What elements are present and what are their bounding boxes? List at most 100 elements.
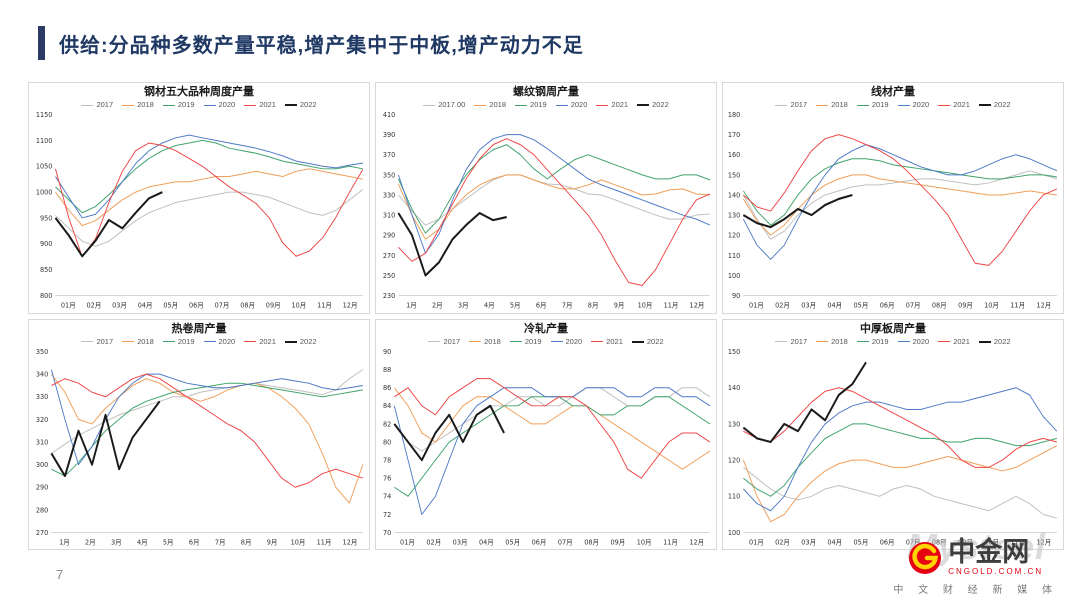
x-axis-tick-label: 11月 <box>1010 538 1025 546</box>
legend-item-2018: 2018 <box>816 100 848 109</box>
legend-swatch <box>856 341 869 343</box>
x-axis-tick-label: 05月 <box>163 302 178 310</box>
chart-panel-hot-rolled-coil: 热卷周产量 2017 2018 2019 2020 2021 2022 270 280 290… <box>28 318 370 550</box>
legend-label: 2017 <box>443 336 461 346</box>
y-axis-tick-label: 70 <box>383 529 391 537</box>
legend-item-2019: 2019 <box>856 336 889 346</box>
line-chart-canvas: 100 110 120 130 140 150 01月 02月 03月 04月 05月 06月 07月 0… <box>728 348 1058 547</box>
legend-item-2020: 2020 <box>203 336 236 346</box>
series-line-2020 <box>397 134 711 255</box>
x-axis-tick-label: 02月 <box>775 538 790 546</box>
x-axis-tick-label: 04月 <box>827 538 842 546</box>
y-axis-tick-label: 74 <box>383 492 391 500</box>
legend-label: 2022 <box>993 100 1011 110</box>
x-axis-tick-label: 06月 <box>189 302 204 310</box>
legend-item-2020: 2020 <box>897 337 929 346</box>
y-axis-tick-label: 170 <box>728 131 740 139</box>
legend-label: 2021 <box>259 336 276 346</box>
series-line-2022 <box>54 191 163 258</box>
legend-item-2021: 2021 <box>244 100 276 109</box>
y-axis-tick-label: 800 <box>40 292 52 300</box>
y-axis-tick-label: 270 <box>36 529 48 537</box>
x-axis-tick-label: 07月 <box>906 302 921 310</box>
legend-label: 2020 <box>570 100 588 110</box>
x-axis-tick-label: 1月 <box>406 302 417 310</box>
legend-label: 2020 <box>218 336 236 346</box>
line-chart-canvas: 70 72 74 76 78 80 82 84 86 88 90 01月 02月 03月 04月 05月 06月… <box>383 348 711 547</box>
cngold-logo: 中金网 CNGOLD.COM.CN 中 文 财 经 新 媒 体 <box>893 537 1058 597</box>
x-axis-tick-label: 10月 <box>291 302 306 310</box>
cngold-logo-icon <box>909 541 942 574</box>
series-line-2019 <box>743 423 1058 497</box>
x-axis-tick-label: 10月 <box>291 538 306 546</box>
legend-swatch <box>244 341 257 343</box>
series-line-2021 <box>51 373 364 488</box>
y-axis-tick-label: 110 <box>728 252 740 260</box>
legend-item-2017: 2017 <box>428 336 461 346</box>
legend-item-2017: 2017.00 <box>423 100 465 109</box>
y-axis-tick-label: 100 <box>728 272 740 280</box>
legend-item-2021: 2021 <box>591 337 623 346</box>
x-axis-tick-label: 06月 <box>532 538 547 546</box>
x-axis-tick-label: 05月 <box>505 538 520 546</box>
legend-swatch <box>81 341 94 343</box>
y-axis-tick-label: 950 <box>40 215 52 223</box>
x-axis-tick-label: 9月 <box>614 302 625 310</box>
y-axis-tick-label: 340 <box>36 370 48 378</box>
brand-name: 中金网 <box>948 537 1030 567</box>
legend-swatch <box>897 341 910 343</box>
x-axis-tick-label: 10月 <box>638 302 653 310</box>
brand-url: CNGOLD.COM.CN <box>948 567 1044 576</box>
y-axis-tick-label: 350 <box>383 172 395 180</box>
y-axis-tick-label: 850 <box>40 266 52 274</box>
legend-swatch <box>474 104 487 106</box>
legend-item-2018: 2018 <box>816 337 848 346</box>
legend-item-2018: 2018 <box>122 100 154 110</box>
chart-legend: 2017 2018 2019 2020 2021 2022 <box>376 336 716 346</box>
legend-item-2022: 2022 <box>978 337 1011 346</box>
legend-swatch <box>596 104 609 106</box>
x-axis-tick-label: 01月 <box>749 302 764 310</box>
series-line-2021 <box>743 387 1058 468</box>
legend-item-2017: 2017 <box>775 100 807 109</box>
x-axis-tick-label: 03月 <box>801 538 816 546</box>
legend-swatch <box>816 104 829 106</box>
legend-swatch <box>978 340 991 343</box>
chart-panel-steel-five-varieties: 钢材五大品种周度产量 2017 2018 2019 2020 2021 2022 800 8… <box>28 82 370 314</box>
line-chart-canvas: 90 100 110 120 130 140 150 160 170 180 01月 02月 03月 04… <box>728 111 1058 310</box>
series-line-2017 <box>742 170 1058 241</box>
x-axis-tick-label: 04月 <box>827 302 842 310</box>
legend-item-2022: 2022 <box>631 337 664 346</box>
x-axis-tick-label: 3月 <box>458 302 469 310</box>
x-axis-tick-label: 11月 <box>664 302 679 310</box>
legend-swatch <box>631 340 644 343</box>
legend-item-2021: 2021 <box>938 337 970 346</box>
legend-item-2019: 2019 <box>162 100 195 110</box>
x-axis-tick-label: 01月 <box>400 538 415 546</box>
y-axis-tick-label: 180 <box>728 111 740 119</box>
x-axis-tick-label: 1月 <box>59 538 70 546</box>
legend-label: 2018 <box>137 100 154 110</box>
legend-label: 2019 <box>530 100 547 110</box>
y-axis-tick-label: 320 <box>36 416 48 424</box>
series-line-2022 <box>742 194 853 229</box>
legend-item-2021: 2021 <box>244 336 276 346</box>
y-axis-tick-label: 1100 <box>36 137 53 145</box>
x-axis-tick-label: 4月 <box>137 538 148 546</box>
legend-swatch <box>469 341 482 343</box>
legend-label: 2019 <box>871 336 889 346</box>
legend-label: 2017 <box>790 336 808 346</box>
legend-swatch <box>816 341 829 343</box>
legend-item-2017: 2017 <box>81 337 113 346</box>
legend-label: 2019 <box>177 100 195 110</box>
y-axis-tick-label: 120 <box>728 456 740 464</box>
legend-label: 2021 <box>611 100 629 110</box>
legend-item-2017: 2017 <box>81 100 113 109</box>
series-line-2019 <box>51 382 363 477</box>
y-axis-tick-label: 100 <box>728 529 740 537</box>
y-axis-tick-label: 250 <box>383 272 395 280</box>
series-line-2019 <box>397 144 711 235</box>
legend-item-2018: 2018 <box>474 100 506 109</box>
legend-swatch <box>515 104 528 106</box>
